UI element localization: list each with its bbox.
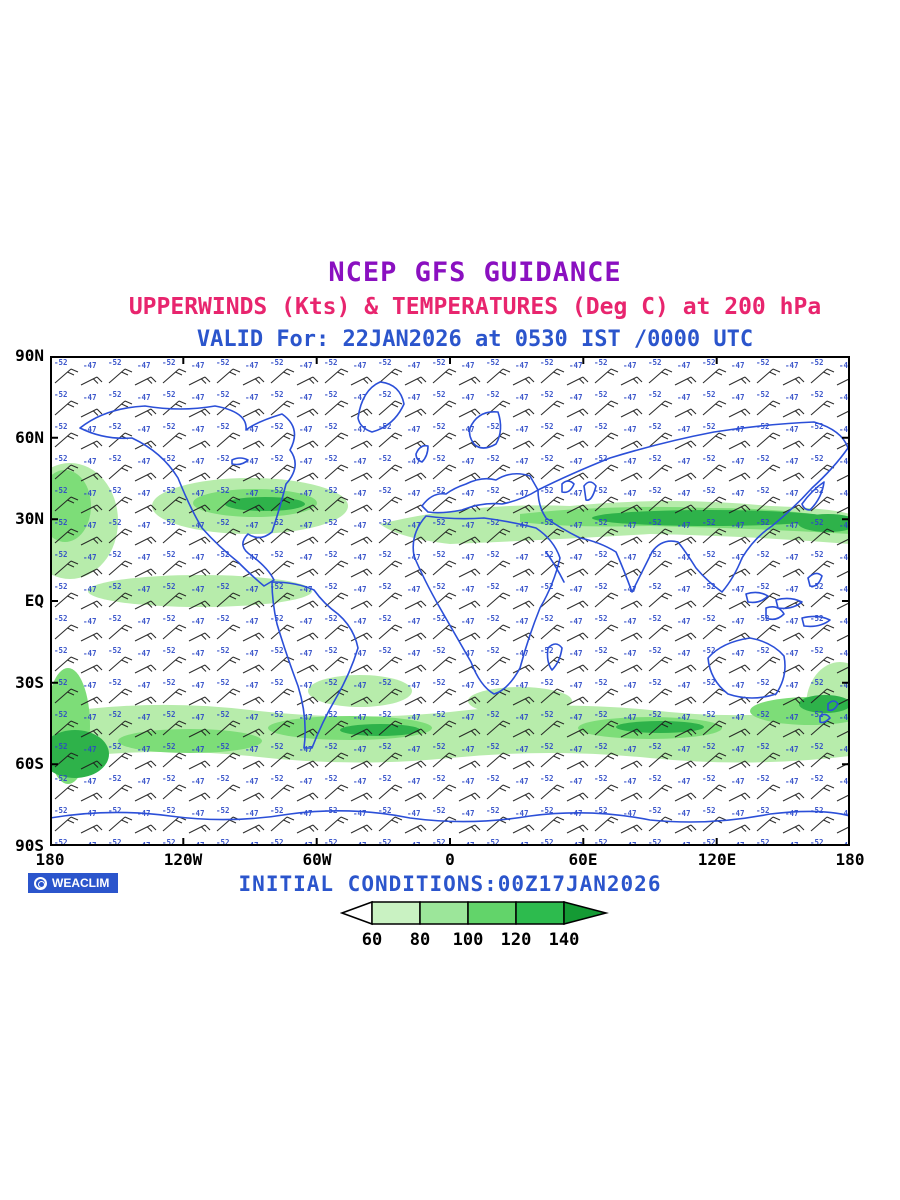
lat-tick-30n: 30N: [15, 509, 44, 528]
lon-tick-180e: 180: [835, 850, 865, 869]
lon-tick-60w: 60W: [302, 850, 332, 869]
chart-title: NCEP GFS GUIDANCE: [328, 257, 622, 288]
lon-tick-60e: 60E: [568, 850, 598, 869]
colorbar-label-60: 60: [361, 930, 383, 950]
valid-time-line: VALID For: 22JAN2026 at 0530 IST /0000 U…: [196, 327, 754, 352]
axis-ticks: [50, 356, 850, 846]
lon-tick-180w: 180: [35, 850, 65, 869]
lon-tick-120e: 120E: [697, 850, 737, 869]
title-block: NCEP GFS GUIDANCE UPPERWINDS (Kts) & TEM…: [46, 256, 900, 356]
colorbar-label-80: 80: [409, 930, 431, 950]
lat-tick-90n: 90N: [15, 346, 44, 365]
colorbar-label-120: 120: [500, 930, 532, 950]
world-map-panel: -52 -47: [50, 356, 850, 846]
map-frame: [50, 356, 850, 846]
initial-conditions-line: INITIAL CONDITIONS:00Z17JAN2026: [238, 872, 662, 896]
lat-tick-60n: 60N: [15, 428, 44, 447]
lon-tick-0: 0: [445, 850, 455, 869]
wind-barb-field: [50, 356, 850, 846]
colorbar-label-100: 100: [452, 930, 484, 950]
lat-tick-60s: 60S: [15, 754, 44, 773]
lat-tick-30s: 30S: [15, 673, 44, 692]
chart-subtitle: UPPERWINDS (Kts) & TEMPERATURES (Deg C) …: [128, 294, 822, 320]
weaclim-badge: WEACLIM: [28, 873, 119, 893]
lat-tick-eq: EQ: [24, 591, 44, 610]
lon-tick-120w: 120W: [163, 850, 203, 869]
weaclim-logo-icon: [34, 876, 47, 890]
weaclim-badge-label: WEACLIM: [52, 876, 110, 890]
colorbar-label-140: 140: [548, 930, 580, 950]
world-coastlines: [50, 381, 850, 823]
wind-speed-colorbar: [339, 900, 620, 960]
colorbar-arrow: [339, 900, 609, 926]
lat-tick-90s: 90S: [15, 836, 44, 855]
